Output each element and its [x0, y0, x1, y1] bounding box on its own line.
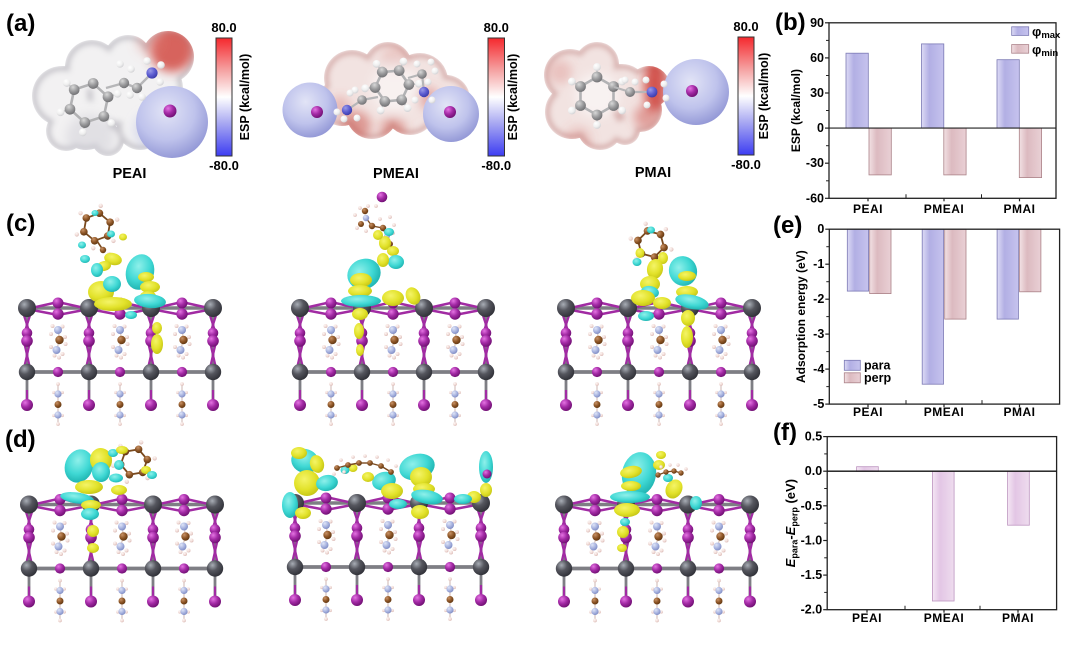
- svg-text:-3: -3: [813, 327, 824, 341]
- svg-text:(d): (d): [5, 426, 36, 453]
- svg-text:Epara-Eperp (eV): Epara-Eperp (eV): [783, 479, 800, 567]
- svg-text:0: 0: [817, 121, 824, 135]
- svg-text:-2.0: -2.0: [801, 603, 823, 617]
- svg-text:30: 30: [810, 86, 824, 100]
- svg-text:PMEAI: PMEAI: [924, 611, 965, 625]
- svg-text:-2: -2: [813, 292, 824, 306]
- svg-text:-1.0: -1.0: [801, 533, 823, 547]
- svg-text:PMAI: PMAI: [635, 165, 671, 181]
- svg-text:ESP (kcal/mol): ESP (kcal/mol): [757, 53, 771, 140]
- svg-text:PMAI: PMAI: [1004, 405, 1036, 419]
- svg-text:PEAI: PEAI: [113, 166, 147, 182]
- svg-text:90: 90: [810, 16, 824, 30]
- svg-text:-1: -1: [813, 257, 824, 271]
- svg-text:PEAI: PEAI: [853, 405, 883, 419]
- svg-text:PMAI: PMAI: [1004, 202, 1036, 216]
- svg-text:ESP (kcal/mol): ESP (kcal/mol): [789, 69, 803, 152]
- svg-text:(b): (b): [775, 9, 806, 36]
- svg-text:80.0: 80.0: [733, 19, 758, 34]
- svg-text:para: para: [864, 358, 891, 372]
- svg-text:-60: -60: [806, 191, 824, 205]
- svg-text:PMEAI: PMEAI: [924, 202, 965, 216]
- svg-text:-1.5: -1.5: [801, 568, 823, 582]
- svg-text:PEAI: PEAI: [852, 611, 882, 625]
- svg-text:(a): (a): [6, 10, 35, 37]
- svg-text:ESP (kcal/mol): ESP (kcal/mol): [506, 54, 520, 141]
- svg-text:ESP (kcal/mol): ESP (kcal/mol): [238, 54, 252, 141]
- svg-text:(c): (c): [6, 210, 35, 237]
- svg-text:-0.5: -0.5: [801, 499, 823, 513]
- svg-text:0: 0: [817, 222, 824, 236]
- svg-text:PEAI: PEAI: [853, 202, 883, 216]
- svg-text:PMAI: PMAI: [1002, 611, 1034, 625]
- svg-text:(f): (f): [773, 419, 797, 446]
- svg-text:-30: -30: [806, 156, 824, 170]
- svg-text:-80.0: -80.0: [481, 158, 511, 173]
- svg-text:80.0: 80.0: [484, 20, 509, 35]
- svg-text:-4: -4: [813, 362, 824, 376]
- svg-text:PMEAI: PMEAI: [373, 166, 419, 182]
- svg-text:Adsorption energy (eV): Adsorption energy (eV): [794, 250, 808, 383]
- svg-text:80.0: 80.0: [211, 20, 236, 35]
- svg-text:-80.0: -80.0: [209, 158, 239, 173]
- svg-text:0.5: 0.5: [805, 430, 822, 444]
- svg-text:perp: perp: [864, 371, 891, 385]
- svg-text:-5: -5: [813, 397, 824, 411]
- svg-text:PMEAI: PMEAI: [924, 405, 965, 419]
- svg-text:-80.0: -80.0: [731, 157, 761, 172]
- svg-text:60: 60: [810, 51, 824, 65]
- svg-text:0.0: 0.0: [805, 464, 822, 478]
- svg-text:(e): (e): [773, 212, 802, 239]
